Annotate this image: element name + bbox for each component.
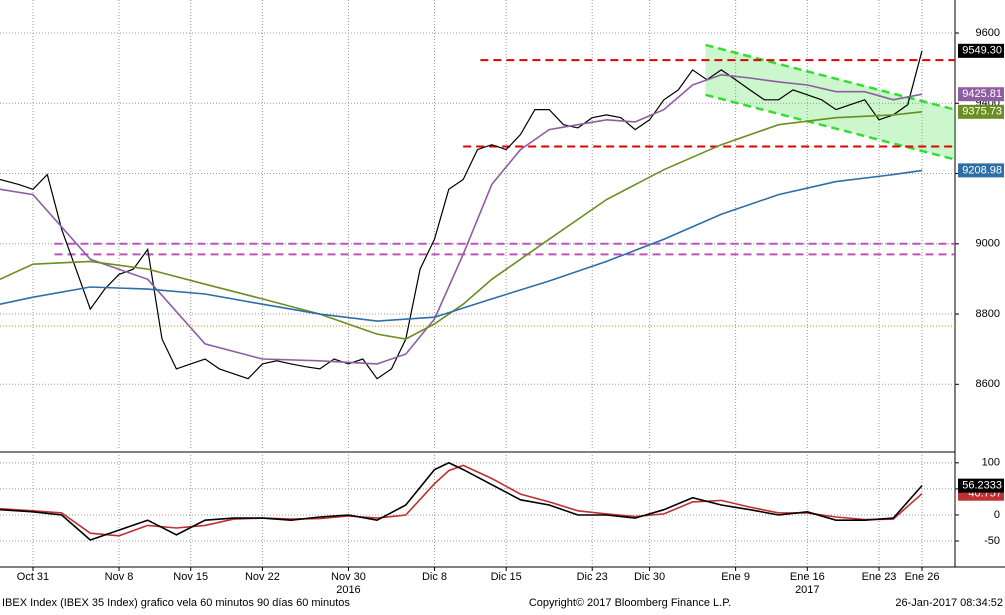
channel-line [705,93,956,161]
x-tick-label: Nov 15 [173,571,208,583]
last-value-label: 9425.81 [962,88,1002,100]
y-tick-label: 0 [994,509,1000,521]
last-value-box [958,163,1004,178]
x-tick-label: Dic 30 [634,571,665,583]
x-tick-label: Nov 22 [245,571,280,583]
channel-line [705,43,956,111]
y-tick-label: 9000 [976,238,1000,250]
last-value-label: 56.2333 [962,480,1002,492]
series-line [0,169,923,322]
series-line [0,111,923,340]
y-tick-label: 8600 [976,378,1000,390]
x-tick-label: Dic 15 [491,571,522,583]
channel-fill [705,44,955,160]
x-tick-label: Ene 16 [790,571,825,583]
y-tick-label: 100 [982,457,1000,469]
x-tick-label: Nov 30 [331,571,366,583]
series-line [0,461,923,541]
last-value-label: 9549.30 [962,45,1002,57]
year-label: 2017 [795,584,819,596]
series-line [0,73,923,365]
x-tick-label: Oct 31 [17,571,49,583]
footer-left: IBEX Index (IBEX 35 Index) grafico vela … [2,597,350,609]
footer-right: 26-Jan-2017 08:34:52 [895,597,1003,609]
last-value-box [958,104,1004,119]
last-value-box [958,478,1004,493]
y-tick-label: 9600 [976,27,1000,39]
y-tick-label: -50 [984,535,1000,547]
footer-center: Copyright© 2017 Bloomberg Finance L.P. [529,597,731,609]
y-tick-label: 8800 [976,308,1000,320]
x-tick-label: Ene 26 [905,571,940,583]
x-tick-label: Nov 8 [105,571,134,583]
x-tick-label: Dic 23 [577,571,608,583]
last-value-label: 9208.98 [962,164,1002,176]
x-tick-label: Dic 8 [422,571,447,583]
x-tick-label: Ene 9 [721,571,750,583]
series-line [0,50,923,380]
last-value-box [958,43,1004,58]
year-label: 2016 [336,584,360,596]
x-tick-label: Ene 23 [862,571,897,583]
last-value-box [958,87,1004,102]
last-value-label: 9375.73 [962,106,1002,118]
